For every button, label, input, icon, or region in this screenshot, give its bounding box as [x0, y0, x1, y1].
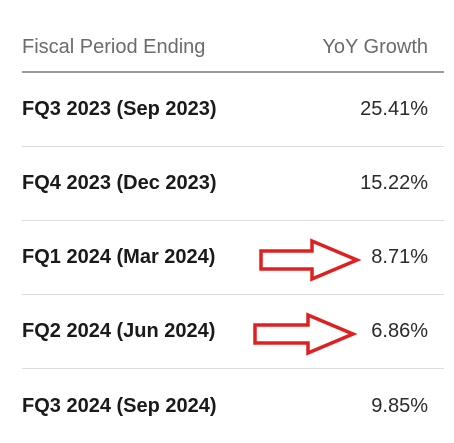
table-row: FQ1 2024 (Mar 2024) 8.71%	[22, 221, 444, 295]
period-cell: FQ3 2024 (Sep 2024)	[22, 394, 217, 417]
period-cell: FQ2 2024 (Jun 2024)	[22, 320, 216, 342]
right-arrow-outline-icon	[253, 312, 358, 356]
growth-table: Fiscal Period Ending YoY Growth FQ3 2023…	[22, 23, 444, 443]
column-header-period: Fiscal Period Ending	[22, 35, 206, 58]
growth-cell: 8.71%	[371, 246, 428, 268]
period-cell: FQ3 2023 (Sep 2023)	[22, 98, 217, 120]
period-cell: FQ4 2023 (Dec 2023)	[22, 172, 217, 194]
table-row: FQ3 2023 (Sep 2023) 25.41%	[22, 73, 444, 147]
growth-cell: 9.85%	[371, 394, 428, 417]
growth-cell: 15.22%	[360, 172, 428, 194]
table-row: FQ3 2024 (Sep 2024) 9.85%	[22, 369, 444, 443]
table-header: Fiscal Period Ending YoY Growth	[22, 23, 444, 73]
table-row: FQ2 2024 (Jun 2024) 6.86%	[22, 295, 444, 369]
growth-cell: 6.86%	[371, 320, 428, 342]
table-row: FQ4 2023 (Dec 2023) 15.22%	[22, 147, 444, 221]
column-header-growth: YoY Growth	[322, 35, 428, 58]
growth-cell: 25.41%	[360, 98, 428, 120]
right-arrow-outline-icon	[259, 238, 362, 282]
period-cell: FQ1 2024 (Mar 2024)	[22, 246, 216, 268]
